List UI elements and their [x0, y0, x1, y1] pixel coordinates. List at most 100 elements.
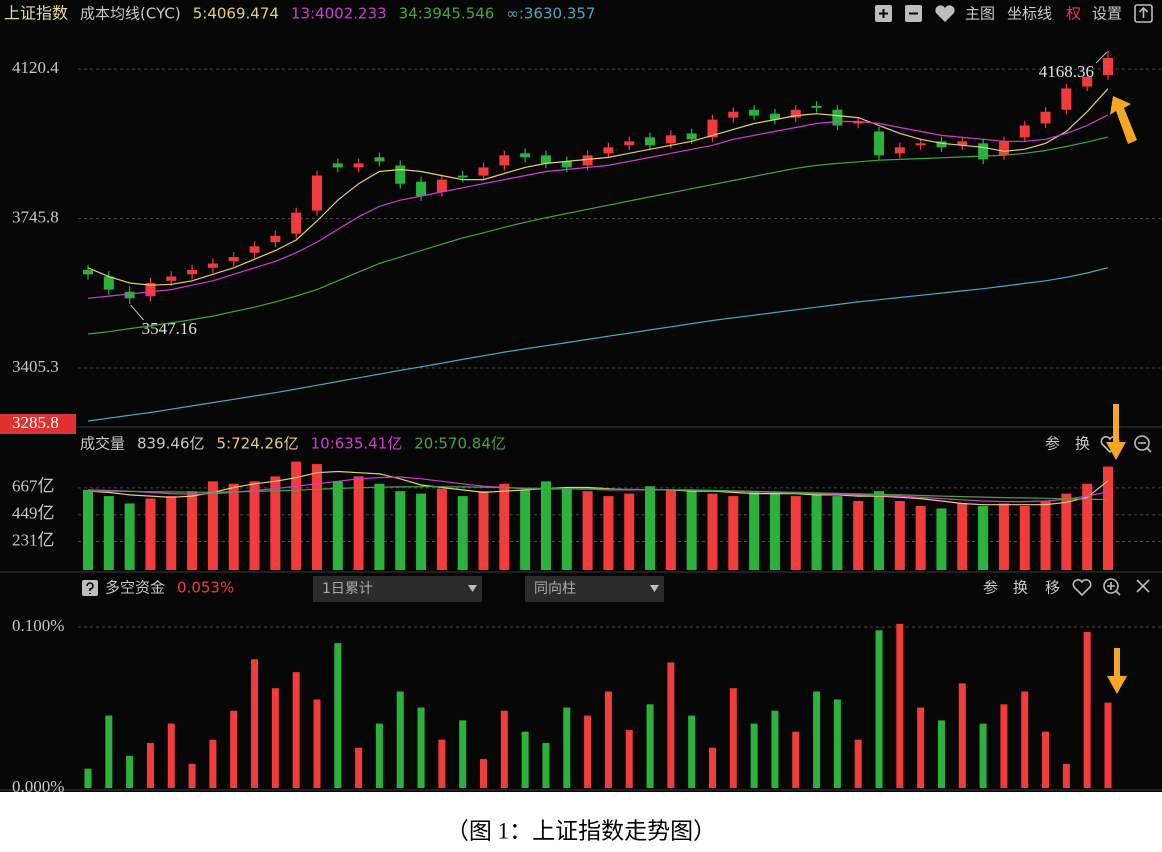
tool-button[interactable]: 换	[1013, 579, 1028, 597]
candle-body	[520, 153, 531, 158]
volume-bar	[728, 496, 739, 570]
volume-bar	[769, 493, 780, 570]
volume-bar	[1040, 501, 1051, 570]
legend-entry: 20:570.84亿	[414, 435, 506, 453]
candle-body	[332, 163, 343, 168]
volume-bar	[166, 496, 177, 570]
candle-body	[1019, 125, 1030, 138]
flow-bar	[417, 707, 425, 788]
volume-bar	[499, 483, 510, 570]
legend-entry: 839.46亿	[137, 435, 205, 453]
y-tick-label: 3285.8	[12, 413, 59, 432]
annotation-leader	[1095, 51, 1108, 64]
flow-bar	[667, 662, 675, 788]
legend-entry: 10:635.41亿	[311, 435, 403, 453]
volume-bar	[957, 503, 968, 570]
dropdown-label[interactable]: 1日累计	[322, 581, 373, 597]
volume-bar	[582, 491, 593, 570]
candle-body	[665, 135, 676, 144]
volume-bar	[978, 505, 989, 570]
candle-body	[790, 109, 801, 118]
flow-bar	[1000, 704, 1008, 788]
flow-bar	[126, 755, 134, 788]
close-icon[interactable]	[1136, 579, 1150, 593]
volume-bar	[270, 476, 281, 570]
zoom-out-icon[interactable]	[1134, 435, 1150, 451]
flow-bar	[355, 747, 363, 788]
help-icon[interactable]	[82, 580, 98, 596]
candle-body	[353, 163, 364, 168]
volume-bar	[228, 483, 239, 570]
zoom-in-glyph	[1107, 582, 1121, 596]
candle-body	[645, 137, 656, 146]
y-tick-label: 0.100%	[12, 616, 64, 635]
toolbar-button[interactable]: 坐标线	[1007, 5, 1052, 23]
zoom-in-icon[interactable]	[1103, 578, 1119, 594]
toolbar-button[interactable]: 权	[1066, 5, 1081, 23]
volume-bar	[103, 496, 114, 570]
toolbar-button[interactable]: 设置	[1092, 5, 1122, 23]
volume-bar	[124, 503, 135, 570]
arrow-annotation	[1107, 648, 1127, 694]
volume-bar	[207, 481, 218, 570]
dropdown-label[interactable]: 同向柱	[534, 581, 576, 597]
legend-entry: 34:3945.546	[399, 5, 495, 23]
flow-bar	[625, 730, 633, 788]
tool-button[interactable]: 参	[1045, 435, 1060, 453]
candle-body	[978, 143, 989, 160]
volume-bar	[416, 493, 427, 570]
volume-bar	[853, 501, 864, 570]
flow-bar	[230, 710, 238, 788]
favorite-icon[interactable]	[935, 5, 955, 22]
arrow-annotation	[1106, 404, 1126, 460]
favorite-icon[interactable]	[1072, 578, 1092, 597]
volume-bar	[686, 491, 697, 570]
volume-bar	[603, 496, 614, 570]
dropdown[interactable]	[313, 576, 482, 602]
flow-bar	[146, 742, 154, 788]
flow-bar	[292, 672, 300, 788]
candle-body	[957, 141, 968, 146]
candle-body	[540, 155, 551, 164]
tool-button[interactable]: 移	[1045, 579, 1060, 597]
dropdown[interactable]	[525, 576, 664, 602]
moving-average-line	[87, 88, 1109, 286]
current-price-box	[0, 414, 76, 434]
volume-bar	[478, 491, 489, 570]
flow-bar	[854, 739, 862, 788]
legend-entry: 5:4069.474	[193, 5, 279, 23]
max-annotation: 4168.36	[1039, 62, 1094, 81]
moving-average-line	[87, 136, 1109, 335]
candle-body	[416, 181, 427, 197]
candle-body	[145, 283, 156, 297]
volume-bar	[540, 481, 551, 570]
candle-body	[291, 212, 302, 234]
flow-bar	[771, 710, 779, 788]
candle-body	[207, 263, 218, 268]
toolbar-icons[interactable]	[875, 4, 1153, 23]
flow-bar	[1062, 763, 1070, 788]
flow-bar	[188, 763, 196, 788]
candle-body	[1061, 88, 1072, 110]
candle-body	[270, 235, 281, 243]
volume-bar	[291, 461, 302, 570]
y-tick-label: 3405.3	[12, 357, 59, 376]
volume-bar	[894, 501, 905, 570]
flow-bar	[542, 742, 550, 788]
candle-body	[478, 167, 489, 176]
legend-entry: 0.053%	[177, 579, 234, 597]
toolbar-button[interactable]: 主图	[965, 5, 995, 23]
candle-body	[686, 133, 697, 140]
flow-bar	[646, 704, 654, 788]
volume-bar	[1103, 466, 1113, 570]
moving-average-line	[87, 267, 1109, 422]
candle-body	[436, 179, 447, 192]
flow-bar	[84, 768, 92, 788]
candle-body	[395, 165, 406, 184]
tool-button[interactable]: 参	[983, 579, 998, 597]
flow-bar	[750, 723, 758, 788]
export-icon[interactable]	[1134, 4, 1153, 23]
legend-entry: ∞:3630.357	[506, 5, 595, 23]
tool-button[interactable]: 换	[1075, 435, 1090, 453]
